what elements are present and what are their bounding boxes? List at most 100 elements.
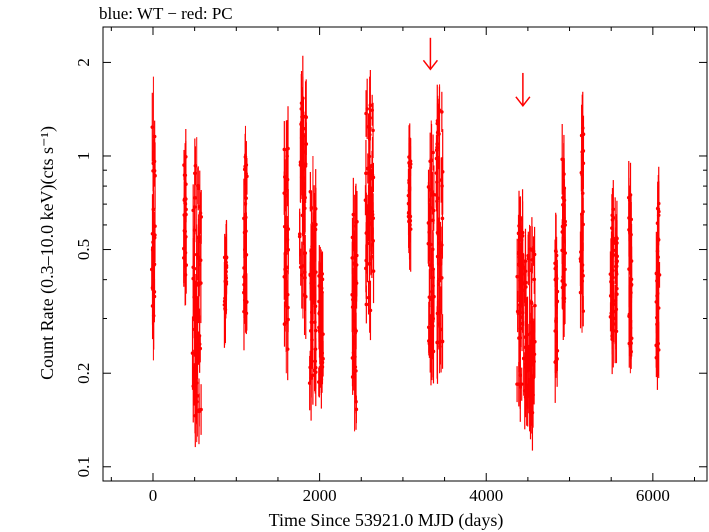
data-point xyxy=(192,376,197,381)
data-point xyxy=(426,185,431,189)
data-point xyxy=(366,166,370,171)
data-point xyxy=(434,148,439,152)
observation-cluster xyxy=(553,212,560,403)
data-point xyxy=(192,327,197,332)
data-point xyxy=(369,257,373,261)
data-point xyxy=(191,265,196,270)
data-point xyxy=(197,205,202,209)
data-point xyxy=(533,303,537,308)
observation-cluster xyxy=(434,84,445,384)
observation-cluster xyxy=(608,180,616,375)
data-point xyxy=(352,283,356,288)
data-point xyxy=(309,320,314,325)
data-point xyxy=(151,169,156,173)
observation-cluster xyxy=(363,70,376,341)
data-point xyxy=(515,382,519,386)
data-point xyxy=(309,249,313,253)
data-point xyxy=(408,223,412,227)
data-point xyxy=(553,266,558,271)
y-tick-label: 1 xyxy=(74,152,93,161)
data-point xyxy=(191,208,195,213)
x-tick-label: 0 xyxy=(149,486,158,505)
data-point xyxy=(364,171,368,176)
data-point xyxy=(531,393,535,397)
data-point xyxy=(520,263,525,268)
data-point xyxy=(363,198,368,203)
data-point xyxy=(440,216,445,221)
data-point xyxy=(368,126,372,130)
data-point xyxy=(224,255,229,260)
data-point xyxy=(608,315,613,319)
data-point xyxy=(406,201,411,206)
data-point xyxy=(194,399,199,404)
data-point xyxy=(554,316,558,321)
data-point xyxy=(580,191,585,196)
data-point xyxy=(314,270,318,274)
observation-cluster xyxy=(522,217,537,451)
data-point xyxy=(309,206,314,210)
data-point xyxy=(303,294,308,299)
data-point xyxy=(371,128,375,133)
data-marks xyxy=(149,55,662,451)
observation-cluster xyxy=(242,125,249,351)
data-point xyxy=(581,309,586,313)
data-point xyxy=(151,283,155,288)
down-arrow-icon xyxy=(422,37,439,71)
data-point xyxy=(532,252,537,257)
data-point xyxy=(367,262,372,266)
data-point xyxy=(368,188,372,192)
data-point xyxy=(354,369,358,373)
data-point xyxy=(311,373,315,378)
data-point xyxy=(524,387,529,391)
data-point xyxy=(301,264,305,268)
data-point xyxy=(313,365,318,370)
x-axis-title: Time Since 53921.0 MJD (days) xyxy=(269,510,504,531)
data-point xyxy=(517,336,521,340)
annotations xyxy=(422,37,531,108)
observation-cluster xyxy=(149,76,157,361)
data-point xyxy=(429,314,434,318)
data-point xyxy=(302,203,306,207)
data-point xyxy=(518,271,523,275)
x-tick-label: 4000 xyxy=(469,486,503,505)
data-point xyxy=(437,132,441,136)
data-point xyxy=(523,335,528,339)
data-point xyxy=(283,194,288,198)
data-point xyxy=(364,302,369,307)
down-arrow-icon xyxy=(515,72,531,108)
y-tick-label: 0.1 xyxy=(74,456,93,477)
data-point xyxy=(629,232,633,237)
data-point xyxy=(308,329,313,333)
data-point xyxy=(299,101,304,105)
data-point xyxy=(197,409,201,414)
data-point xyxy=(198,346,203,351)
data-point xyxy=(431,208,436,213)
data-point xyxy=(303,114,308,119)
data-point xyxy=(431,150,435,155)
plot-frame xyxy=(102,26,708,482)
data-point xyxy=(183,273,188,277)
data-point xyxy=(222,299,227,304)
data-point xyxy=(428,242,433,247)
data-point xyxy=(527,356,531,360)
data-point xyxy=(555,289,560,294)
data-point xyxy=(517,232,522,236)
data-point xyxy=(196,183,200,188)
observation-cluster xyxy=(654,166,662,390)
data-point xyxy=(655,206,660,211)
data-point xyxy=(581,149,586,153)
data-point xyxy=(153,233,157,237)
data-point xyxy=(578,259,583,264)
observation-cluster xyxy=(350,177,359,432)
data-point xyxy=(242,298,247,303)
data-point xyxy=(182,256,186,260)
data-point xyxy=(580,268,585,273)
legend-text: blue: WT − red: PC xyxy=(99,4,233,23)
data-point xyxy=(350,256,355,260)
data-point xyxy=(439,178,444,182)
data-point xyxy=(311,280,316,285)
data-point xyxy=(562,216,566,220)
y-axis-title: Count Rate (0.3–10.0 keV)(cts s⁻¹) xyxy=(37,126,58,380)
data-point xyxy=(628,193,633,197)
